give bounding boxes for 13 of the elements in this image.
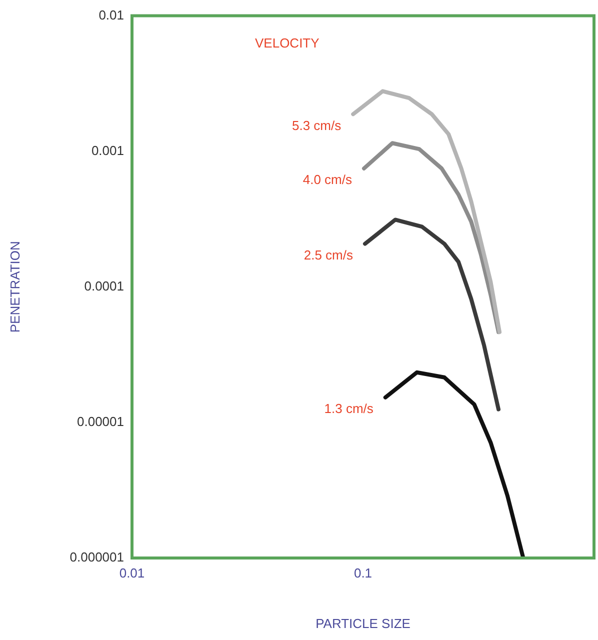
x-axis-title: PARTICLE SIZE (316, 616, 411, 631)
series-label: 4.0 cm/s (302, 172, 352, 188)
series-label: 1.3 cm/s (324, 400, 374, 416)
legend-title: VELOCITY (255, 35, 320, 50)
y-tick-label: 0.000001 (70, 550, 124, 565)
series-label: 2.5 cm/s (304, 247, 354, 262)
y-tick-label: 0.001 (91, 142, 124, 158)
x-tick-label: 0.1 (354, 565, 372, 580)
series-label: 5.3 cm/s (292, 118, 342, 133)
y-tick-label: 0.01 (98, 7, 124, 22)
y-tick-label: 0.00001 (77, 414, 124, 430)
y-axis-title: PENETRATION (7, 241, 22, 333)
y-tick-label: 0.0001 (84, 278, 124, 294)
